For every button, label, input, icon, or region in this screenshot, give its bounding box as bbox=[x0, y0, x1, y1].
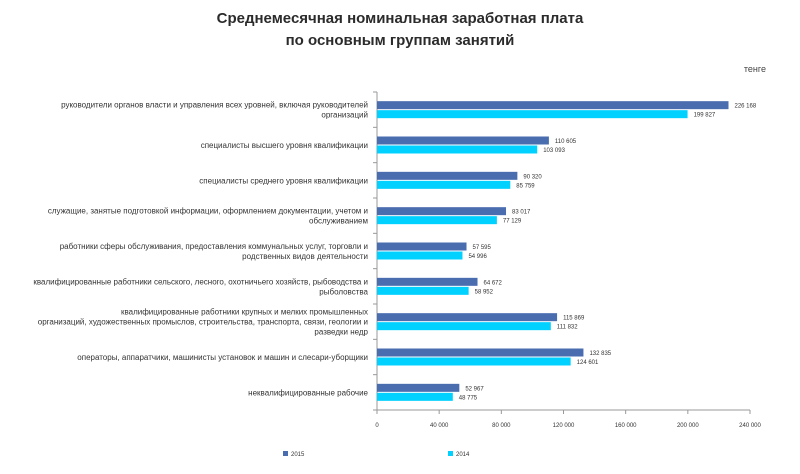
category-label-line: руководители органов власти и управления… bbox=[61, 101, 368, 110]
bar-2015 bbox=[377, 136, 549, 145]
category-label-line: работники сферы обслуживания, предоставл… bbox=[60, 242, 368, 251]
value-label-2014: 85 759 bbox=[516, 183, 535, 189]
category-label-line: неквалифицированные рабочие bbox=[248, 388, 368, 397]
value-label-2014: 111 832 bbox=[557, 325, 578, 331]
bar-2014 bbox=[377, 357, 571, 366]
bar-2015 bbox=[377, 171, 518, 180]
bar-2015 bbox=[377, 277, 478, 286]
category-label-line: организаций, художественных промыслов, с… bbox=[38, 318, 368, 327]
x-tick-label: 200 000 bbox=[677, 423, 699, 429]
category-label: руководители органов власти и управления… bbox=[61, 101, 368, 120]
value-label-2014: 199 827 bbox=[694, 113, 716, 119]
category-label-line: организаций bbox=[321, 111, 368, 120]
category-label-line: специалисты высшего уровня квалификации bbox=[201, 141, 368, 150]
category-label-line: рыболовства bbox=[319, 287, 368, 296]
value-label-2015: 64 672 bbox=[484, 280, 503, 286]
category-label-line: операторы, аппаратчики, машинисты устано… bbox=[77, 353, 368, 362]
bar-2014 bbox=[377, 392, 453, 401]
bar-2015 bbox=[377, 242, 467, 251]
category-label: неквалифицированные рабочие bbox=[248, 388, 368, 397]
category-label-line: специалисты среднего уровня квалификации bbox=[199, 176, 368, 185]
value-label-2015: 90 320 bbox=[523, 174, 542, 180]
legend-swatch-2015 bbox=[283, 451, 288, 456]
value-label-2015: 52 967 bbox=[465, 386, 484, 392]
bar-2015 bbox=[377, 313, 558, 322]
unit-label: тенге bbox=[743, 64, 766, 74]
value-label-2015: 110 605 bbox=[555, 139, 577, 145]
value-label-2014: 77 129 bbox=[503, 219, 522, 225]
category-label: специалисты среднего уровня квалификации bbox=[199, 176, 368, 185]
chart-title-line-1: Среднемесячная номинальная заработная пл… bbox=[216, 10, 584, 27]
category-label: квалифицированные работники крупных и ме… bbox=[38, 308, 369, 337]
legend-label-2014: 2014 bbox=[456, 452, 470, 458]
bar-2014 bbox=[377, 216, 497, 225]
category-label: служащие, занятые подготовкой информации… bbox=[48, 207, 368, 226]
bar-2014 bbox=[377, 286, 469, 295]
value-label-2014: 103 093 bbox=[543, 148, 565, 154]
category-label: работники сферы обслуживания, предоставл… bbox=[60, 242, 368, 261]
bar-2015 bbox=[377, 101, 729, 110]
bar-2014 bbox=[377, 251, 463, 260]
bar-2014 bbox=[377, 322, 551, 331]
bar-2015 bbox=[377, 348, 584, 357]
value-label-2014: 124 601 bbox=[577, 360, 599, 366]
x-tick-label: 80 000 bbox=[492, 423, 511, 429]
category-label-line: родственных видов деятельности bbox=[242, 252, 368, 261]
x-tick-label: 0 bbox=[375, 423, 379, 429]
bar-2014 bbox=[377, 110, 688, 119]
value-label-2014: 58 952 bbox=[475, 289, 494, 295]
bar-2014 bbox=[377, 180, 511, 189]
category-label: операторы, аппаратчики, машинисты устано… bbox=[77, 353, 368, 362]
value-label-2015: 226 168 bbox=[735, 104, 757, 110]
value-label-2014: 48 775 bbox=[459, 395, 478, 401]
bar-2015 bbox=[377, 207, 507, 216]
legend-label-2015: 2015 bbox=[291, 452, 305, 458]
category-label-line: квалифицированные работники сельского, л… bbox=[33, 277, 368, 286]
category-label-line: разведки недр bbox=[314, 328, 368, 337]
x-tick-label: 40 000 bbox=[430, 423, 449, 429]
chart-title: Среднемесячная номинальная заработная пл… bbox=[0, 8, 800, 52]
category-label: квалифицированные работники сельского, л… bbox=[33, 277, 368, 296]
bar-2015 bbox=[377, 383, 460, 392]
value-label-2015: 115 869 bbox=[563, 316, 585, 322]
category-label-line: квалифицированные работники крупных и ме… bbox=[121, 308, 368, 317]
category-label-line: служащие, занятые подготовкой информации… bbox=[48, 207, 368, 216]
chart-title-line-2: по основным группам занятий bbox=[285, 32, 515, 49]
value-label-2015: 132 835 bbox=[589, 351, 611, 357]
category-label: специалисты высшего уровня квалификации bbox=[201, 141, 368, 150]
x-tick-label: 120 000 bbox=[553, 423, 575, 429]
category-label-line: обслуживанием bbox=[309, 217, 368, 226]
value-label-2015: 83 017 bbox=[512, 210, 531, 216]
value-label-2015: 57 595 bbox=[473, 245, 492, 251]
x-tick-label: 240 000 bbox=[739, 423, 761, 429]
legend-swatch-2014 bbox=[448, 451, 453, 456]
value-label-2014: 54 996 bbox=[468, 254, 487, 260]
x-tick-label: 160 000 bbox=[615, 423, 637, 429]
bar-2014 bbox=[377, 145, 538, 154]
